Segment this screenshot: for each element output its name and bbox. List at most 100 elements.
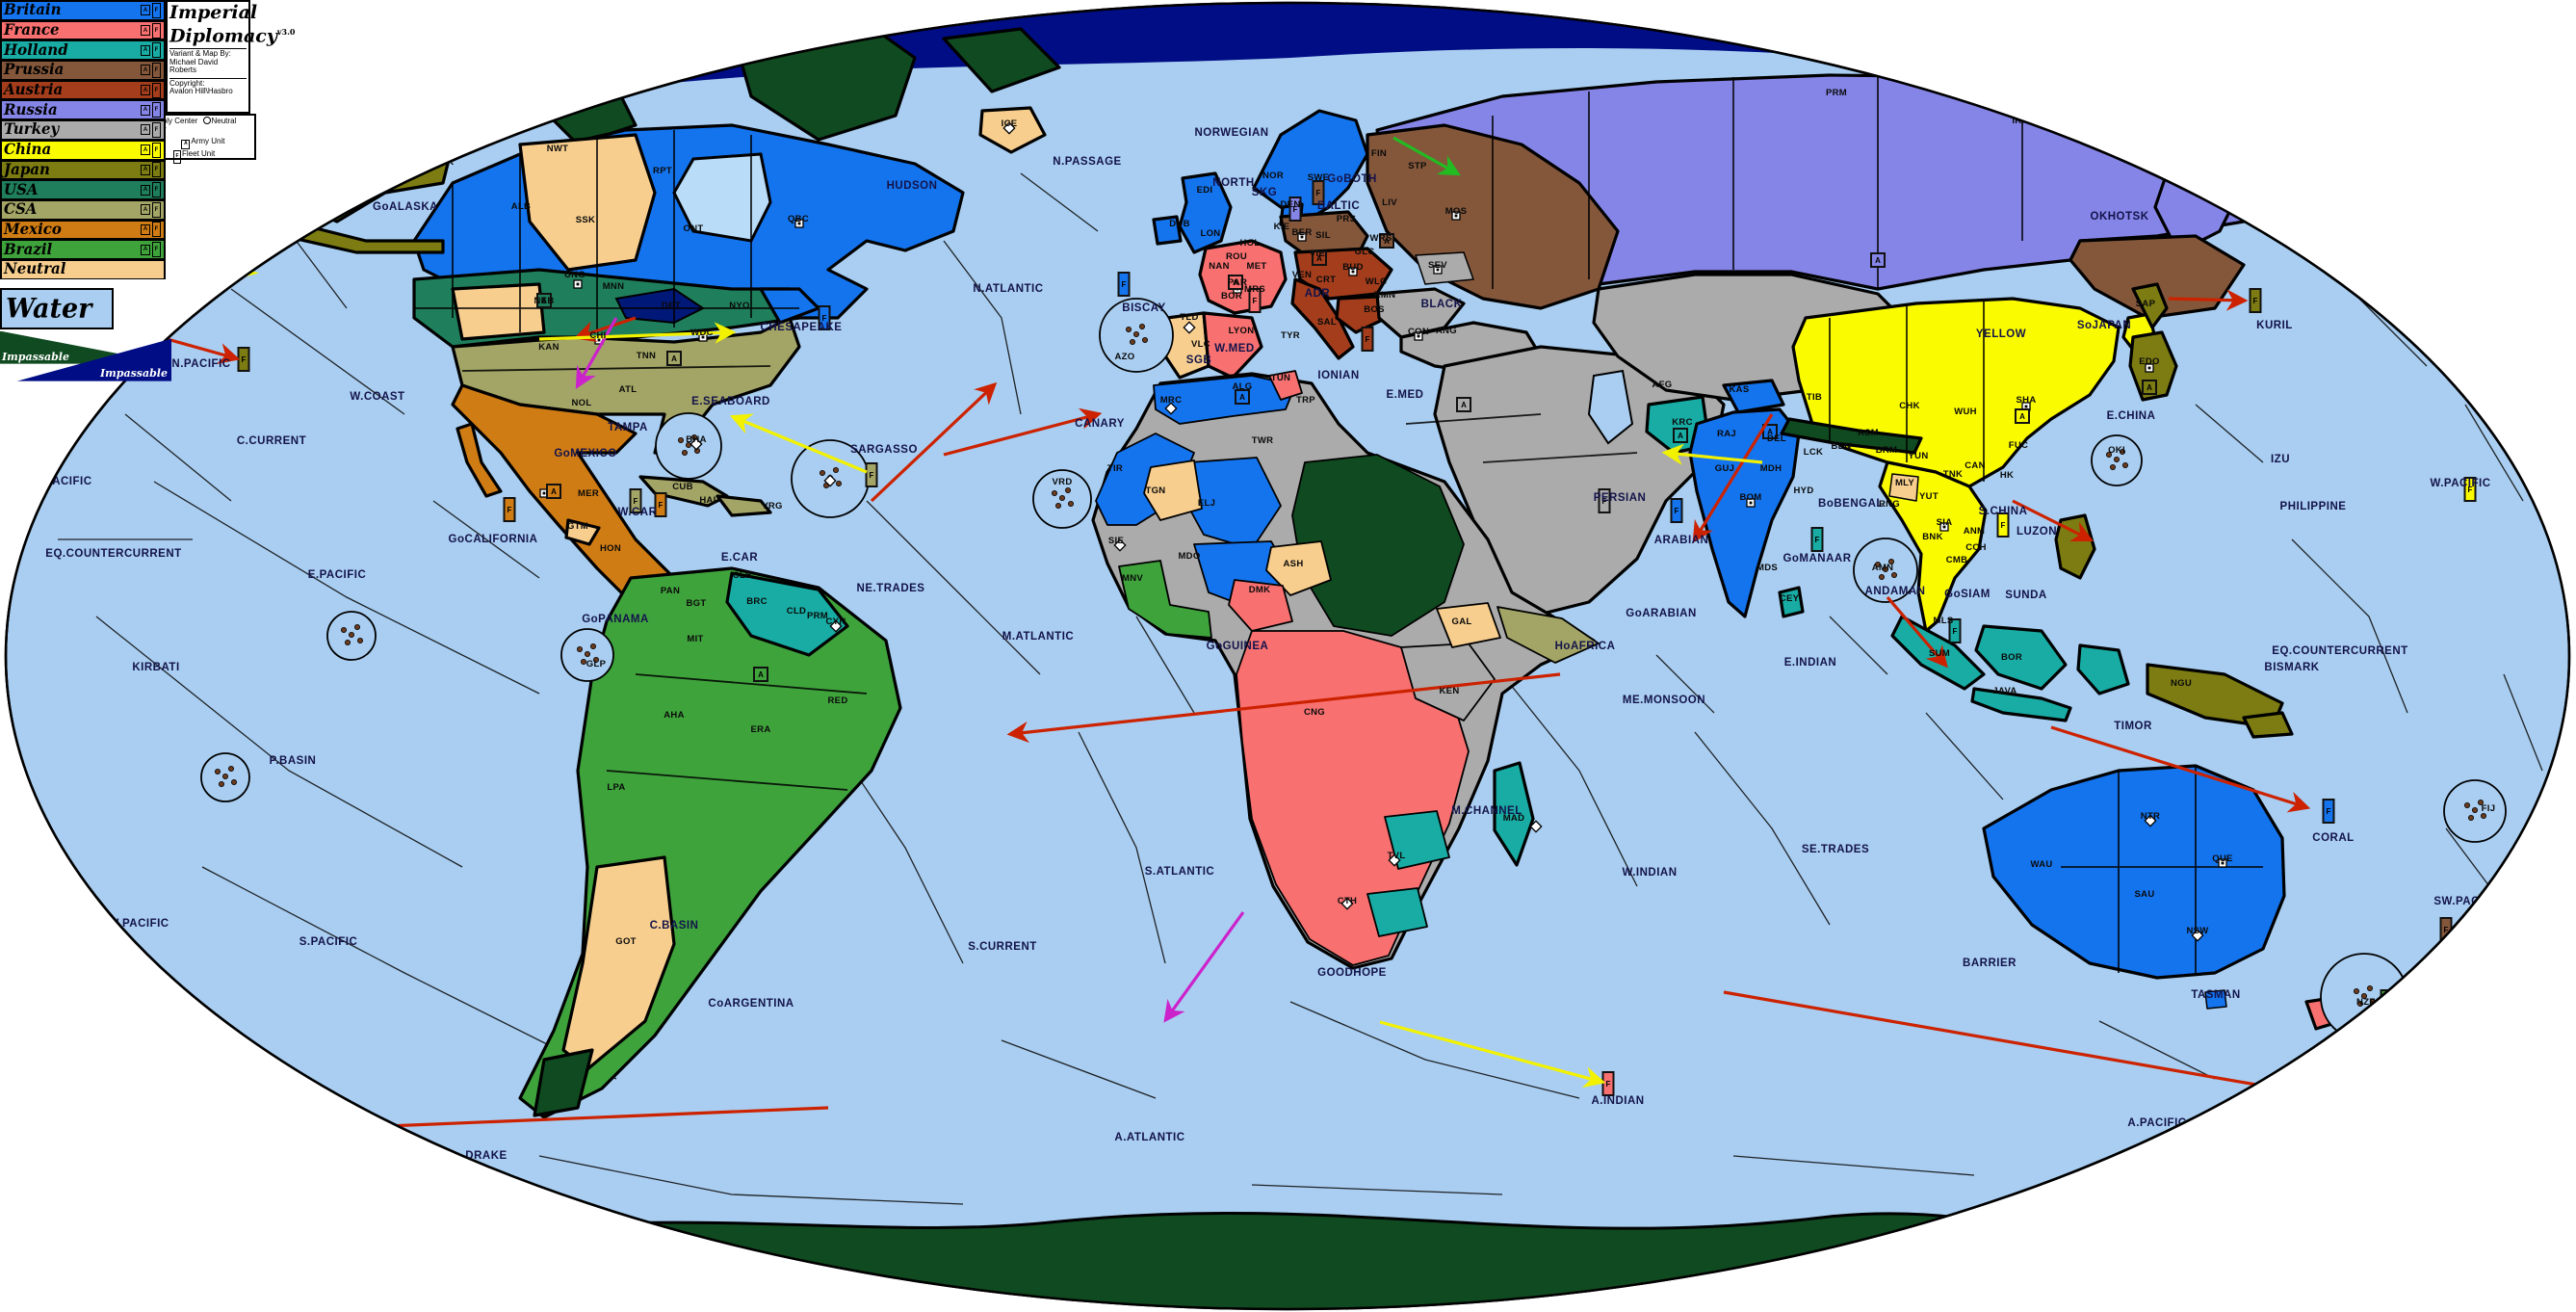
fleet-unit-britain[interactable] xyxy=(818,305,831,330)
fleet-unit-russia[interactable] xyxy=(1288,197,1302,222)
neutral-supply-center[interactable] xyxy=(1529,820,1543,833)
territory-amur[interactable] xyxy=(2069,234,2246,320)
territory-horn[interactable] xyxy=(1496,606,1600,664)
territory-tasmania[interactable] xyxy=(2204,989,2227,1010)
territory-java[interactable] xyxy=(1970,687,2072,722)
province-label: ANG xyxy=(1436,326,1457,336)
territory-guatemala[interactable] xyxy=(564,518,601,546)
army-unit-russia[interactable] xyxy=(1870,252,1886,268)
territory-baja[interactable] xyxy=(455,422,503,498)
legend-row-china[interactable]: China A F xyxy=(0,139,166,160)
territory-tvl[interactable] xyxy=(1366,887,1428,937)
fleet-unit-britain[interactable] xyxy=(1117,272,1131,297)
territory-guinea[interactable] xyxy=(1118,560,1212,639)
neutral-supply-center[interactable] xyxy=(1340,897,1354,910)
neutral-supply-center[interactable] xyxy=(690,437,703,451)
territory-tgn[interactable] xyxy=(1143,459,1203,521)
territory-salonika[interactable] xyxy=(1335,295,1389,334)
fleet-unit-mexico[interactable] xyxy=(654,492,667,517)
territory-dmk[interactable] xyxy=(1228,579,1293,632)
territory-morocco-algeria[interactable] xyxy=(1153,375,1296,425)
legend-row-turkey[interactable]: Turkey A F xyxy=(0,119,166,140)
territory-malaya[interactable] xyxy=(1888,473,1919,502)
army-unit-austria[interactable] xyxy=(1312,250,1327,266)
army-unit-japan[interactable] xyxy=(2142,380,2157,395)
territory-kashmir[interactable] xyxy=(1722,379,1785,414)
neutral-supply-center[interactable] xyxy=(823,474,837,487)
legend-row-france[interactable]: France A F xyxy=(0,19,166,40)
territory-ireland[interactable] xyxy=(1152,215,1183,246)
territory-indochina[interactable] xyxy=(1878,460,1988,633)
neutral-supply-center[interactable] xyxy=(1388,853,1401,867)
legend-row-neutral[interactable]: Neutral xyxy=(0,258,166,279)
fleet-unit-britain[interactable] xyxy=(1670,498,1683,523)
legend-row-csa[interactable]: CSA A F xyxy=(0,198,166,220)
territory-india[interactable] xyxy=(1688,407,1801,618)
army-unit-usa[interactable] xyxy=(536,293,552,308)
territory-ceylon[interactable] xyxy=(1778,586,1805,618)
neutral-supply-center[interactable] xyxy=(1164,402,1178,415)
fleet-unit-japan[interactable] xyxy=(2249,288,2262,313)
fleet-letter: F xyxy=(1815,536,1820,544)
fleet-unit-prussia[interactable] xyxy=(1312,180,1325,205)
fleet-unit-china[interactable] xyxy=(1996,512,2010,538)
territory-guyanas[interactable] xyxy=(725,571,849,657)
army-unit-britain[interactable] xyxy=(1235,389,1250,405)
territory-haiti[interactable] xyxy=(716,494,772,517)
territory-celebes[interactable] xyxy=(2076,643,2130,695)
fleet-unit-mexico[interactable] xyxy=(503,497,516,522)
territory-italy[interactable] xyxy=(1290,277,1355,360)
legend-row-austria[interactable]: Austria A F xyxy=(0,79,166,100)
army-unit-china[interactable] xyxy=(2015,408,2030,424)
army-unit-csa[interactable] xyxy=(666,351,682,366)
territory-argentina[interactable] xyxy=(561,855,676,1071)
fleet-unit-china[interactable] xyxy=(2463,477,2477,502)
legend-row-britain[interactable]: Britain A F xyxy=(0,0,166,20)
fleet-unit-britain[interactable] xyxy=(2322,799,2335,824)
territory-ash[interactable] xyxy=(1265,540,1332,596)
army-unit-holland[interactable] xyxy=(1673,428,1688,443)
territory-borneo[interactable] xyxy=(1974,624,2068,691)
territory-new-britain[interactable] xyxy=(2242,711,2294,739)
territory-nwt-ssk[interactable] xyxy=(518,133,657,272)
territory-iberia-e[interactable] xyxy=(1202,311,1263,380)
territory-australia[interactable] xyxy=(1982,764,2286,980)
legend-row-holland[interactable]: Holland A F xyxy=(0,39,166,61)
territory-mzb[interactable] xyxy=(1384,810,1450,870)
fleet-unit-csa[interactable] xyxy=(865,462,878,487)
army-unit-britain[interactable] xyxy=(1762,424,1778,439)
territory-sapporo[interactable] xyxy=(2131,282,2169,329)
legend-row-usa[interactable]: USA A F xyxy=(0,179,166,199)
neutral-supply-center[interactable] xyxy=(829,619,843,633)
province-label: TIR xyxy=(1107,463,1123,474)
army-unit-france[interactable] xyxy=(1228,275,1243,290)
territory-gal[interactable] xyxy=(1436,602,1501,648)
fleet-unit-turkey[interactable] xyxy=(1598,488,1611,513)
neutral-supply-center[interactable] xyxy=(1113,538,1127,552)
fleet-unit-csa[interactable] xyxy=(629,488,642,513)
legend-row-brazil[interactable]: Brazil A F xyxy=(0,239,166,259)
neutral-supply-center[interactable] xyxy=(1002,121,1016,135)
fleet-unit-france[interactable] xyxy=(1248,288,1262,313)
legend-row-prussia[interactable]: Prussia A F xyxy=(0,60,166,80)
territory-cuba[interactable] xyxy=(638,475,729,508)
legend-row-mexico[interactable]: Mexico A F xyxy=(0,219,166,240)
territory-usa-west[interactable] xyxy=(451,282,546,341)
fleet-unit-holland[interactable] xyxy=(1810,527,1824,552)
neutral-supply-center[interactable] xyxy=(1183,321,1196,334)
army-unit-turkey[interactable] xyxy=(1456,397,1471,412)
fleet-unit-austria[interactable] xyxy=(1361,327,1374,352)
neutral-supply-center[interactable] xyxy=(2144,814,2157,827)
fleet-unit-holland[interactable] xyxy=(1948,618,1962,643)
legend-row-russia[interactable]: Russia A F xyxy=(0,99,166,120)
army-unit-prussia[interactable] xyxy=(1379,233,1394,249)
legend-row-japan[interactable]: Japan A F xyxy=(0,159,166,180)
territory-tunis[interactable] xyxy=(1268,370,1303,401)
territory-britain[interactable] xyxy=(1178,171,1233,254)
neutral-supply-center[interactable] xyxy=(2191,929,2204,942)
territory-madagascar[interactable] xyxy=(1493,761,1535,867)
order-arrow-red xyxy=(573,316,637,342)
army-unit-brazil[interactable] xyxy=(753,667,768,682)
army-unit-mexico[interactable] xyxy=(546,484,561,499)
territory-sevastopol[interactable] xyxy=(1415,251,1474,285)
